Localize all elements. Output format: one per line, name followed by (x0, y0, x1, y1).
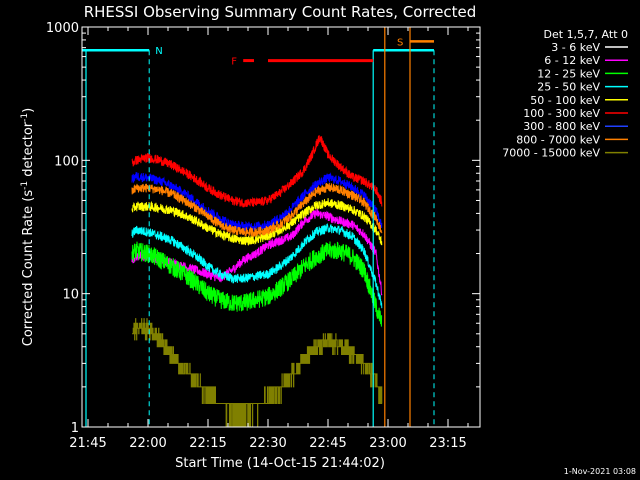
axis-layer: 21:45 22:00 22:15 22:30 22:45 23:00 23:15 1 10 10… (46, 21, 480, 451)
series-line-100-300-kev (131, 135, 383, 208)
legend-label: 800 - 7000 keV (516, 133, 600, 146)
legend-label: 3 - 6 keV (551, 41, 600, 54)
legend-label: 25 - 50 keV (537, 81, 600, 94)
x-tick-label: 22:15 (189, 436, 226, 451)
flare-label: F (231, 57, 237, 68)
y-axis-label-part: Corrected Count Rate (s (21, 190, 36, 347)
plot-frame (81, 26, 481, 428)
series-layer (131, 135, 383, 428)
series-line-300-800-kev (131, 171, 383, 232)
x-tick-label: 23:00 (369, 436, 406, 451)
x-tick-label: 22:30 (249, 436, 286, 451)
annotation-layer: N F S (82, 27, 435, 427)
y-axis-label-exponent: -1 (20, 113, 30, 122)
generation-timestamp: 1-Nov-2021 03:08 (564, 467, 636, 476)
x-tick-label: 22:00 (129, 436, 166, 451)
x-tick-label: 21:45 (69, 436, 106, 451)
x-tick-label: 22:45 (309, 436, 346, 451)
series-line-7000-15000-kev (132, 318, 383, 428)
series-line-12-25-kev (131, 241, 383, 327)
y-axis-label: Corrected Count Rate (s-1 detector-1) (20, 108, 36, 346)
y-axis-label-part: ) (21, 108, 36, 113)
y-tick-label: 1000 (46, 21, 79, 36)
saa-label: S (397, 37, 403, 48)
y-axis-label-exponent: -1 (20, 181, 30, 190)
series-line-800-7000-kev (131, 182, 383, 238)
x-tick-label: 23:15 (429, 436, 466, 451)
night-label: N (155, 46, 162, 57)
legend-title: Det 1,5,7, Att 0 (544, 28, 628, 41)
legend-label: 50 - 100 keV (530, 94, 600, 107)
series-line-25-50-kev (131, 222, 383, 309)
y-tick-label: 100 (54, 154, 79, 169)
legend-label: 300 - 800 keV (523, 120, 600, 133)
legend-label: 12 - 25 keV (537, 67, 600, 80)
y-tick-label: 1 (71, 421, 79, 436)
legend-label: 6 - 12 keV (544, 54, 600, 67)
y-axis-label-part: detector (21, 121, 36, 181)
y-tick-label: 10 (62, 288, 79, 303)
x-axis-label: Start Time (14-Oct-15 21:44:02) (175, 456, 385, 471)
legend-label: 7000 - 15000 keV (502, 147, 600, 160)
legend-label: 100 - 300 keV (523, 107, 600, 120)
chart-title: RHESSI Observing Summary Count Rates, Co… (84, 3, 477, 21)
series-line-50-100-kev (131, 198, 383, 246)
